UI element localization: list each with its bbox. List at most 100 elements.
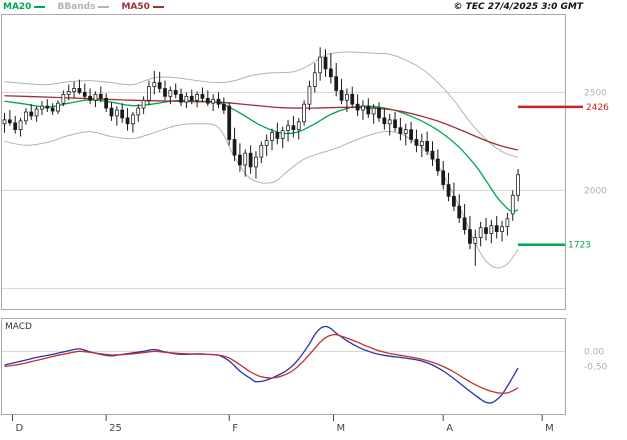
candle-body bbox=[414, 139, 419, 146]
candle-body bbox=[98, 93, 103, 99]
candle-body bbox=[195, 93, 199, 101]
candle-body bbox=[489, 225, 494, 234]
candle-body bbox=[457, 205, 462, 219]
candle-body bbox=[29, 111, 34, 117]
candle-body bbox=[45, 105, 50, 109]
price-tick-label: 2500 bbox=[584, 88, 607, 98]
candle-body bbox=[302, 103, 306, 123]
macd-tick-label: -0.50 bbox=[584, 363, 608, 373]
candle-body bbox=[403, 129, 408, 134]
candle-body bbox=[510, 194, 515, 215]
candle-body bbox=[232, 139, 237, 156]
candle-body bbox=[125, 117, 130, 125]
price-tick-label: 2000 bbox=[584, 186, 607, 196]
candle-body bbox=[147, 86, 151, 101]
ma20-line bbox=[4, 99, 519, 213]
candle-body bbox=[77, 88, 82, 93]
candle-body bbox=[312, 72, 317, 87]
candle-body bbox=[328, 68, 333, 78]
ma20-legend-label: MA20 bbox=[3, 2, 32, 12]
legend-item-bbands: BBands bbox=[57, 2, 110, 12]
candle-body bbox=[200, 93, 205, 99]
macd-line bbox=[4, 325, 519, 404]
candle-body bbox=[72, 88, 76, 92]
macd-tick-label: 0.00 bbox=[584, 347, 604, 357]
bbands-legend-label: BBands bbox=[57, 2, 96, 12]
ma50-legend-label: MA50 bbox=[121, 2, 150, 12]
candle-body bbox=[136, 107, 141, 116]
main-panel-border bbox=[1, 14, 566, 310]
candle-body bbox=[366, 105, 371, 115]
candle-body bbox=[254, 156, 258, 168]
candle-body bbox=[216, 98, 221, 105]
candle-body bbox=[339, 90, 344, 101]
chart-legend: MA20 BBands MA50 bbox=[3, 2, 164, 12]
signal-line bbox=[4, 333, 519, 394]
candle-body bbox=[152, 82, 157, 87]
candle-body bbox=[419, 141, 424, 146]
level-label-2426: 2426 bbox=[586, 103, 609, 113]
candle-body bbox=[462, 217, 467, 231]
candle-body bbox=[286, 125, 290, 132]
candle-body bbox=[56, 102, 60, 112]
candle-body bbox=[120, 109, 125, 119]
candle-body bbox=[468, 229, 472, 244]
candle-body bbox=[104, 97, 109, 109]
macd-layer bbox=[4, 325, 519, 404]
candle-body bbox=[221, 103, 226, 111]
candle-body bbox=[345, 93, 349, 101]
x-tick-label: A bbox=[446, 423, 453, 434]
candle-body bbox=[393, 119, 397, 129]
candle-body bbox=[227, 105, 232, 140]
candle-body bbox=[163, 88, 167, 97]
candle-body bbox=[131, 114, 135, 125]
candle-body bbox=[275, 132, 280, 139]
candle-body bbox=[435, 158, 440, 172]
candle-body bbox=[7, 119, 12, 124]
candle-body bbox=[425, 141, 430, 152]
candle-body bbox=[50, 107, 55, 112]
candle-body bbox=[323, 56, 328, 70]
candle-body bbox=[243, 152, 248, 166]
bollinger-upper-line bbox=[4, 51, 519, 158]
candle-body bbox=[505, 218, 510, 228]
candle-body bbox=[355, 103, 360, 111]
candle-body bbox=[296, 121, 301, 131]
macd-panel-title: MACD bbox=[5, 322, 32, 332]
grid-layer: 2500 2000 0.00 -0.50 bbox=[2, 88, 608, 373]
candle-body bbox=[334, 76, 339, 91]
candle-body bbox=[291, 125, 296, 131]
candle-body bbox=[248, 152, 253, 168]
candle-body bbox=[259, 144, 264, 158]
candle-body bbox=[238, 154, 242, 166]
x-tick-label: F bbox=[232, 423, 238, 434]
candle-body bbox=[114, 109, 119, 117]
ma50-line-swatch bbox=[152, 6, 164, 8]
candle-body bbox=[109, 107, 114, 117]
ma50-line bbox=[4, 95, 519, 151]
candle-body bbox=[500, 226, 504, 232]
panel-borders bbox=[1, 14, 566, 415]
levels-layer: 2426 1723 bbox=[518, 103, 609, 251]
candle-body bbox=[88, 95, 92, 101]
ma20-line-swatch bbox=[34, 6, 46, 8]
candle-body bbox=[280, 130, 285, 139]
copyright-text: © TEC 27/4/2025 3:0 GMT bbox=[453, 2, 583, 12]
candle-body bbox=[361, 105, 365, 111]
macd-panel-border bbox=[1, 318, 566, 415]
candle-body bbox=[484, 227, 488, 234]
x-tick-label: 25 bbox=[109, 423, 122, 434]
candle-body bbox=[157, 82, 162, 89]
level-label-1723: 1723 bbox=[568, 241, 591, 251]
candle-body bbox=[184, 95, 189, 103]
candle-body bbox=[382, 117, 387, 125]
candle-body bbox=[66, 91, 71, 95]
candle-body bbox=[141, 99, 146, 109]
candle-body bbox=[452, 195, 456, 207]
candle-body bbox=[478, 227, 483, 238]
candle-body bbox=[264, 140, 269, 146]
xaxis-layer: D 25 F M A M bbox=[12, 415, 554, 434]
candle-body bbox=[473, 237, 478, 244]
